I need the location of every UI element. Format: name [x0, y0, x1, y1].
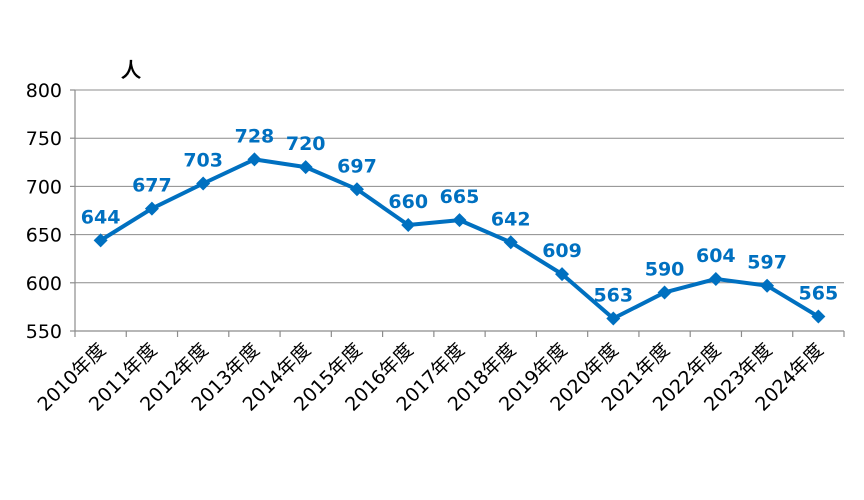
data-point [811, 309, 826, 324]
data-point [555, 267, 570, 282]
y-tick-label: 700 [26, 176, 62, 198]
data-point [93, 233, 108, 248]
data-label: 563 [593, 284, 633, 306]
series-markers [93, 152, 826, 326]
data-label: 642 [491, 208, 531, 230]
data-point [401, 217, 416, 232]
unit-label: 人 [121, 58, 142, 82]
data-point [144, 201, 159, 216]
data-label: 644 [81, 206, 121, 228]
data-label: 609 [542, 240, 582, 262]
axes [70, 89, 845, 337]
y-tick-label: 750 [26, 128, 62, 150]
data-label: 665 [440, 186, 480, 208]
data-label: 728 [235, 125, 275, 147]
data-point [452, 213, 467, 228]
data-label: 597 [747, 252, 787, 274]
data-label: 590 [645, 258, 685, 280]
data-labels: 644 677 703 728 720 697 660 665 642 609 563 590 604 5… [81, 125, 838, 306]
data-point [760, 278, 775, 293]
y-tick-label: 550 [26, 321, 62, 343]
y-tick-label: 650 [26, 225, 62, 247]
y-tick-label: 600 [26, 273, 62, 295]
data-point [606, 311, 621, 326]
data-point [349, 182, 364, 197]
data-point [298, 160, 313, 175]
data-label: 697 [337, 155, 377, 177]
data-label: 660 [388, 191, 428, 213]
y-tick-label: 800 [26, 80, 62, 102]
data-label: 703 [183, 150, 223, 172]
data-point [196, 176, 211, 191]
x-axis-ticks: 2010年度2011年度2012年度2013年度2014年度2015年度2016… [34, 339, 828, 416]
data-label: 720 [286, 133, 326, 155]
y-axis-ticks: 550 600 650 700 750 800 [26, 80, 62, 343]
data-label: 565 [799, 283, 839, 305]
data-point [247, 152, 262, 167]
data-label: 604 [696, 245, 736, 267]
data-point [708, 271, 723, 286]
data-point [657, 285, 672, 300]
data-point [503, 235, 518, 250]
data-label: 677 [132, 175, 172, 197]
